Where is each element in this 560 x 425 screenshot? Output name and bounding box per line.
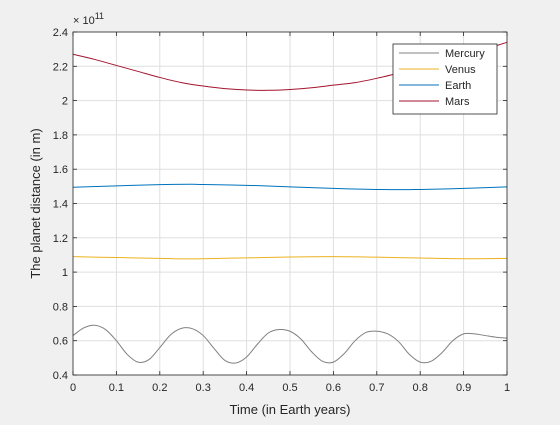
x-tick-label: 0.9	[456, 382, 471, 394]
y-tick-label: 2.2	[53, 61, 68, 73]
legend-label-mars: Mars	[445, 96, 470, 108]
y-tick-label: 2	[62, 96, 68, 108]
y-tick-label: 2.4	[53, 27, 68, 39]
y-tick-label: 0.4	[53, 370, 68, 382]
series-line-venus	[72, 256, 508, 260]
y-tick-label: 0.8	[53, 301, 68, 313]
x-tick-label: 1	[504, 382, 510, 394]
y-multiplier-exponent: 11	[95, 11, 104, 21]
series-line-earth	[72, 183, 508, 191]
x-tick-label: 0.6	[326, 382, 341, 394]
legend-items: Mercury Venus Earth Mars	[399, 48, 485, 108]
y-tick-label: 1	[62, 267, 68, 279]
y-tick-label: 0.6	[53, 336, 68, 348]
x-tick-label: 0.1	[109, 382, 124, 394]
legend-box	[392, 43, 498, 115]
x-tick-label: 0.3	[196, 382, 211, 394]
x-tick-label: 0.4	[239, 382, 254, 394]
y-multiplier-base: × 10	[73, 15, 95, 27]
series-line-mercury	[72, 324, 508, 364]
y-tick-label: 1.2	[53, 233, 68, 245]
x-tick-labels: 0 0.1 0.2 0.3 0.4 0.5 0.6 0.7 0.8 0.9 1	[70, 382, 510, 394]
legend-label-mercury: Mercury	[445, 48, 485, 60]
legend-label-earth: Earth	[445, 80, 471, 92]
x-tick-label: 0	[70, 382, 76, 394]
x-tick-label: 0.5	[282, 382, 297, 394]
y-tick-label: 1.4	[53, 199, 68, 211]
y-tick-label: 1.8	[53, 130, 68, 142]
y-tick-labels: 0.4 0.6 0.8 1 1.2 1.4 1.6 1.8 2 2.2 2.4	[53, 27, 68, 382]
x-tick-label: 0.7	[369, 382, 384, 394]
x-tick-label: 0.8	[413, 382, 428, 394]
legend-label-venus: Venus	[445, 64, 476, 76]
axis-ticks	[72, 31, 508, 376]
y-tick-label: 1.6	[53, 164, 68, 176]
x-tick-label: 0.2	[152, 382, 167, 394]
y-axis-multiplier: × 1011	[73, 11, 104, 27]
legend: Mercury Venus Earth Mars	[392, 43, 498, 115]
y-axis-label: The planet distance (in m)	[28, 128, 43, 278]
x-axis-label: Time (in Earth years)	[230, 402, 351, 417]
